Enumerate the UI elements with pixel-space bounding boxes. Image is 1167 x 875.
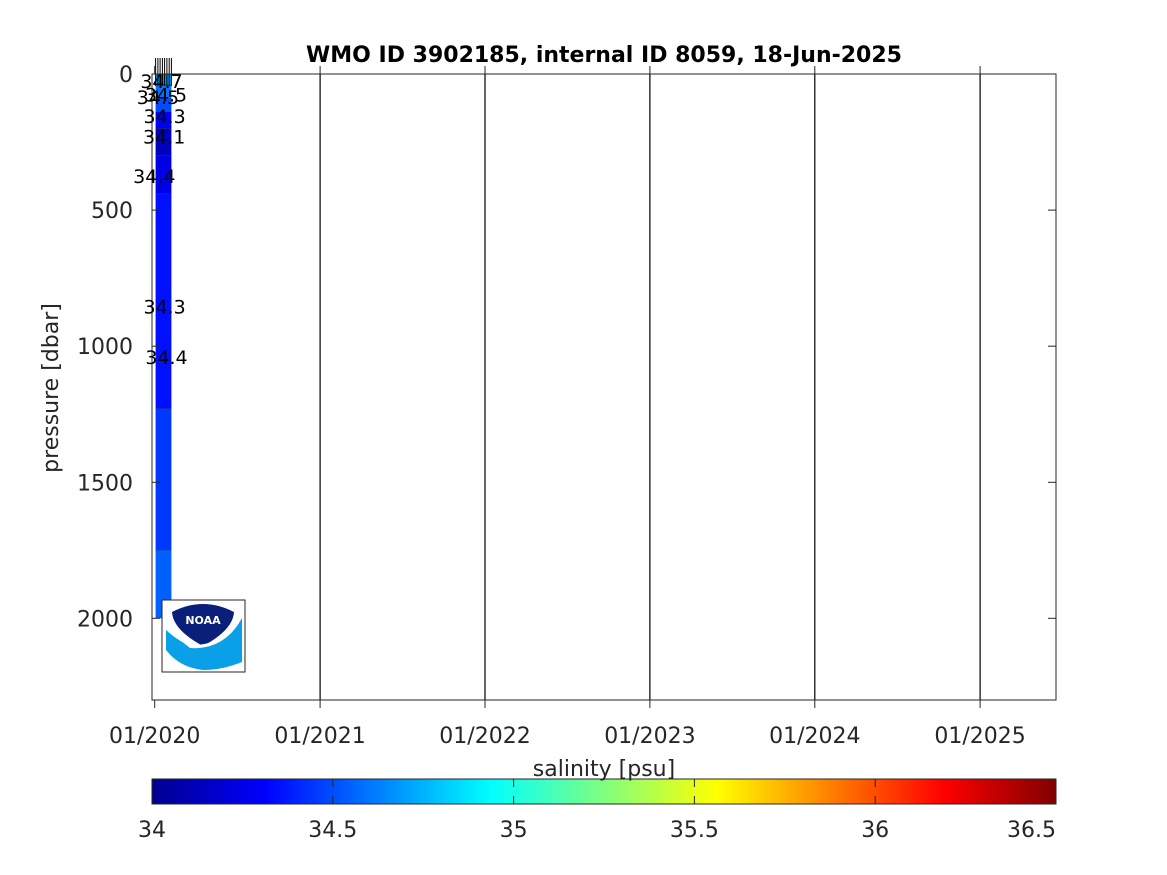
colorbar-gradient [151,778,1057,805]
contour-label: 34.4 [133,166,175,188]
y-tick-label: 500 [91,199,133,224]
colorbar-tick-label: 36.5 [1007,818,1056,843]
y-tick-label: 2000 [77,607,133,632]
colorbar-tick-label: 35 [500,818,528,843]
noaa-logo: NOAA [161,599,246,673]
salinity-band [155,408,172,551]
contour-labels: 34.734.534.534.334.134.434.334.4 [133,71,188,369]
noaa-logo-text: NOAA [185,614,221,627]
salinity-band [155,155,172,194]
y-tick-label: 0 [119,63,133,88]
colorbar-tick-label: 36 [861,818,889,843]
year-grid [319,74,981,700]
y-tick-label: 1500 [77,471,133,496]
salinity-band [155,98,172,113]
x-axis: 01/2020 01/2021 01/2022 01/2023 01/2024 01/20… [109,66,1026,749]
x-tick-label: 01/2022 [439,724,530,749]
profile-markers [155,58,172,86]
contour-label: 34.1 [143,127,185,149]
y-tick-label: 1000 [77,335,133,360]
y-axis: 0 500 1000 1500 2000 [77,63,1056,632]
colorbar-tick-label: 34 [138,818,166,843]
contour-label: 34.7 [140,71,182,93]
salinity-band [155,128,172,156]
x-tick-label: 01/2020 [109,724,200,749]
contour-label: 34.3 [143,297,185,319]
colorbar-tick-label: 34.5 [308,818,357,843]
contour-label: 34.4 [145,347,187,369]
plot-frame [151,73,1057,701]
chart-title: WMO ID 3902185, internal ID 8059, 18-Jun… [306,43,902,68]
salinity-band [155,74,172,85]
colorbar-label: salinity [psu] [533,757,675,782]
colorbar: 34 34.5 35 35.5 36 36.5 salinity [psu] [138,757,1057,843]
salinity-band [155,84,172,99]
x-tick-label: 01/2023 [604,724,695,749]
y-axis-label: pressure [dbar] [39,303,64,473]
contour-label: 34.5 [137,87,179,109]
salinity-field [155,74,172,619]
salinity-band [155,112,172,129]
x-tick-label: 01/2025 [934,724,1025,749]
colorbar-ticks: 34 34.5 35 35.5 36 36.5 [138,779,1057,843]
salinity-band [155,193,172,409]
contour-label: 34.5 [145,84,187,106]
contour-label: 34.3 [143,106,185,128]
colorbar-tick-label: 35.5 [670,818,719,843]
x-tick-label: 01/2024 [769,724,860,749]
x-tick-label: 01/2021 [274,724,365,749]
